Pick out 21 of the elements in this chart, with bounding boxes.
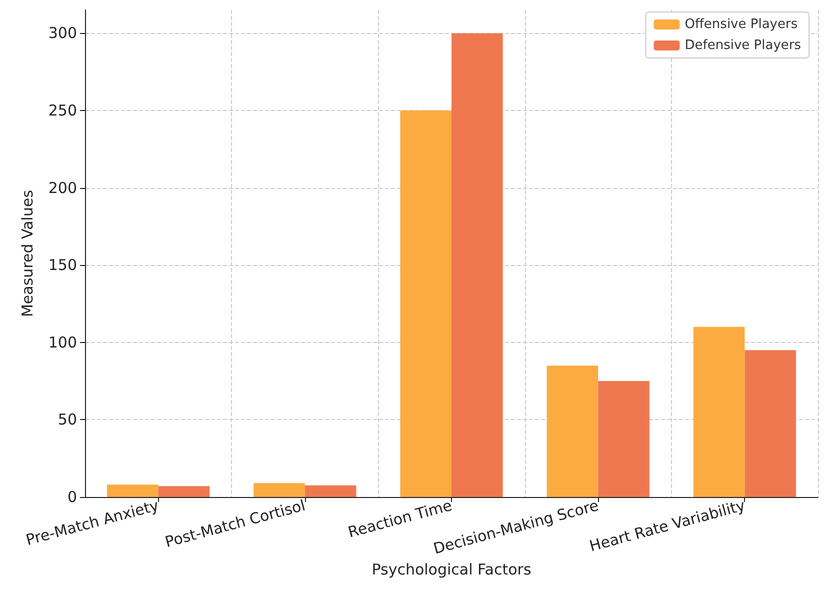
y-tick-label: 300 bbox=[48, 24, 77, 42]
bar bbox=[304, 485, 356, 497]
y-tick-label: 100 bbox=[48, 333, 77, 352]
y-tick-label: 200 bbox=[48, 178, 77, 197]
y-tick-label: 0 bbox=[67, 488, 77, 506]
legend-label: Defensive Players bbox=[684, 38, 802, 53]
bar bbox=[158, 486, 210, 497]
bar bbox=[452, 33, 503, 497]
x-axis-title: Psychological Factors bbox=[372, 560, 532, 578]
legend-label: Offensive Players bbox=[684, 17, 798, 32]
bar bbox=[598, 381, 650, 497]
y-tick-label: 50 bbox=[58, 410, 77, 429]
bar bbox=[106, 484, 158, 497]
bar bbox=[693, 326, 745, 497]
bar bbox=[546, 366, 598, 497]
y-axis-title: Measured Values bbox=[18, 190, 36, 318]
bar bbox=[400, 110, 452, 497]
bar bbox=[744, 350, 796, 497]
y-tick-label: 250 bbox=[48, 101, 77, 120]
y-tick-label: 150 bbox=[48, 256, 77, 274]
bar bbox=[254, 483, 305, 497]
